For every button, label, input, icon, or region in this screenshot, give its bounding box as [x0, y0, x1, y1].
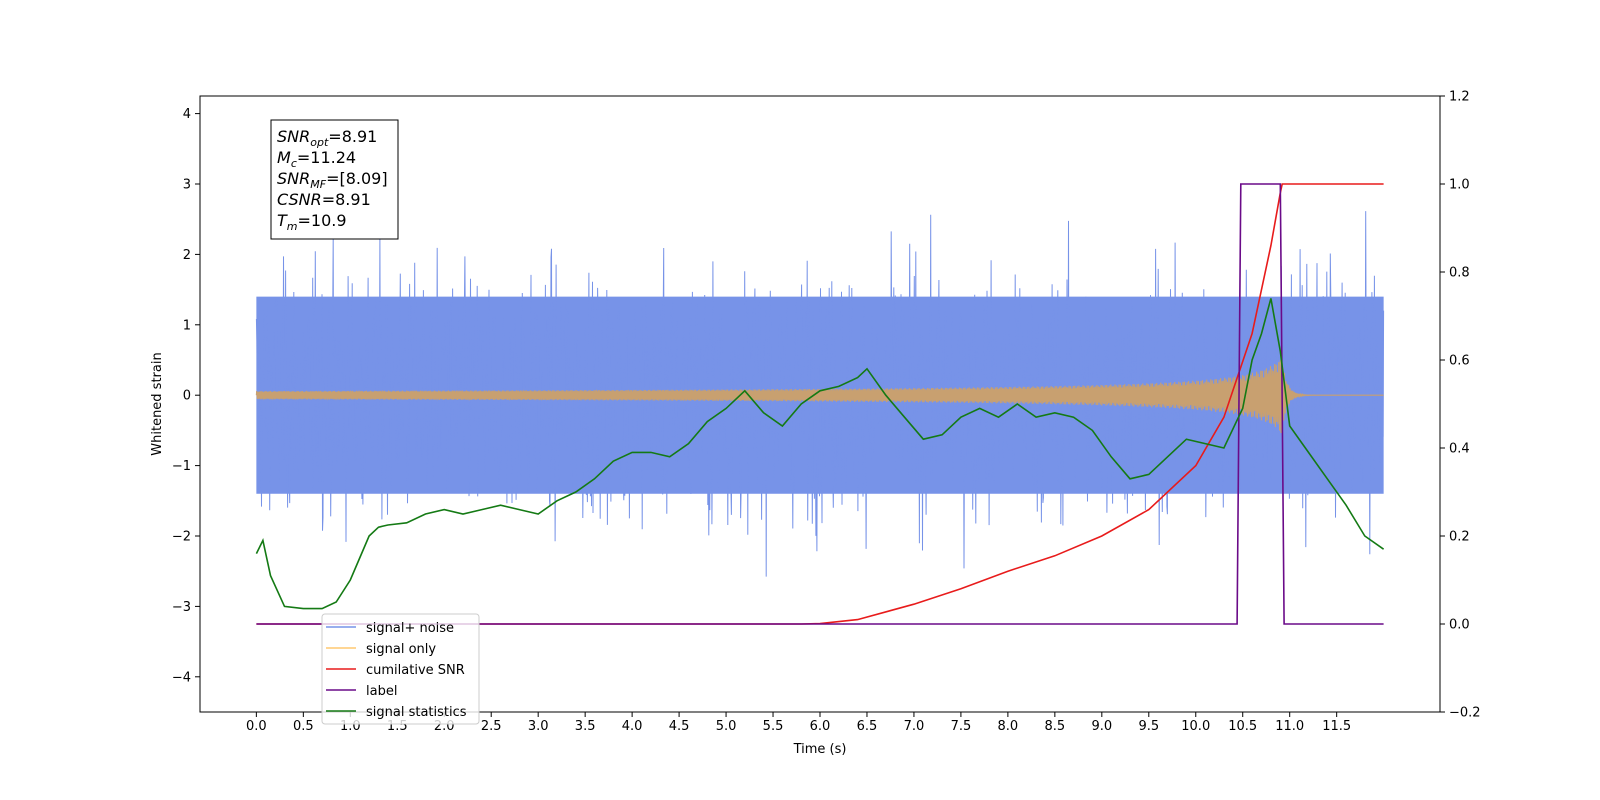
annotation-line: SNRMF=[8.09]	[277, 169, 388, 191]
y-tick-label-right: 0.4	[1449, 442, 1470, 457]
x-axis-label: Time (s)	[793, 742, 847, 757]
y-tick-label-right: −0.2	[1449, 706, 1481, 721]
stats-annotation-box: SNRopt=8.91Mc=11.24SNRMF=[8.09]CSNR=8.91…	[270, 119, 399, 240]
x-tick-label: 4.5	[669, 719, 690, 734]
x-tick-label: 0.5	[293, 719, 314, 734]
x-tick-label: 8.5	[1045, 719, 1066, 734]
x-tick-label: 10.5	[1228, 719, 1257, 734]
legend-label: cumilative SNR	[366, 663, 465, 678]
annotation-line: Tm=10.9	[277, 211, 347, 233]
x-tick-label: 6.5	[857, 719, 878, 734]
y-tick-label-left: 1	[183, 318, 191, 333]
x-tick-label: 5.0	[716, 719, 737, 734]
x-tick-label: 6.0	[810, 719, 831, 734]
annotation-line: Mc=11.24	[277, 148, 356, 170]
label-line	[256, 183, 1384, 625]
y-tick-label-left: −3	[172, 600, 191, 615]
legend-label: label	[366, 684, 397, 699]
y-tick-label-left: −4	[172, 670, 191, 685]
y-axis-left-label: Whitened strain	[150, 352, 165, 455]
y-tick-label-left: 4	[183, 107, 191, 122]
x-tick-label: 9.0	[1091, 719, 1112, 734]
x-tick-label: 4.0	[622, 719, 643, 734]
x-tick-label: 3.0	[528, 719, 549, 734]
annotation-frame	[270, 119, 399, 240]
signal-noise-line	[255, 211, 1385, 577]
x-tick-label: 9.5	[1138, 719, 1159, 734]
annotation-line: SNRopt=8.91	[277, 127, 377, 149]
signal-only-series	[255, 360, 1384, 434]
x-tick-label: 7.5	[951, 719, 972, 734]
y-tick-label-left: −1	[172, 459, 191, 474]
legend-label: signal+ noise	[366, 621, 454, 636]
x-tick-label: 7.0	[904, 719, 925, 734]
x-tick-label: 11.0	[1275, 719, 1304, 734]
x-tick-label: 3.5	[575, 719, 596, 734]
y-tick-label-right: 0.0	[1449, 618, 1470, 633]
y-tick-label-left: 2	[183, 248, 191, 263]
x-tick-label: 0.0	[246, 719, 267, 734]
signal-only-line	[255, 360, 1384, 434]
y-tick-label-right: 1.2	[1449, 90, 1470, 105]
legend-frame	[321, 613, 480, 725]
y-axis-left: 4 3 2 1 0 −1 −2 −3 −4	[172, 107, 200, 685]
legend: signal+ noise signal only cumilative SNR la…	[321, 613, 480, 725]
legend-label: signal statistics	[366, 705, 467, 720]
y-tick-label-left: 3	[183, 178, 191, 193]
legend-label: signal only	[366, 642, 436, 657]
x-tick-label: 10.0	[1181, 719, 1210, 734]
y-tick-label-right: 0.2	[1449, 530, 1470, 545]
right-axis-series	[255, 183, 1385, 625]
y-tick-label-right: 1.0	[1449, 178, 1470, 193]
x-tick-label: 5.5	[763, 719, 784, 734]
x-tick-label: 11.5	[1322, 719, 1351, 734]
cumilative-snr-line	[256, 183, 1384, 625]
y-tick-label-right: 0.8	[1449, 266, 1470, 281]
x-tick-label: 2.5	[481, 719, 502, 734]
signal-statistics-line	[255, 298, 1385, 610]
y-tick-label-left: 0	[183, 389, 191, 404]
x-tick-label: 8.0	[998, 719, 1019, 734]
annotation-line: CSNR=8.91	[277, 190, 371, 209]
y-tick-label-right: 0.6	[1449, 354, 1470, 369]
y-axis-right: 1.2 1.0 0.8 0.6 0.4 0.2 0.0 −0.2	[1440, 90, 1481, 721]
y-tick-label-left: −2	[172, 530, 191, 545]
